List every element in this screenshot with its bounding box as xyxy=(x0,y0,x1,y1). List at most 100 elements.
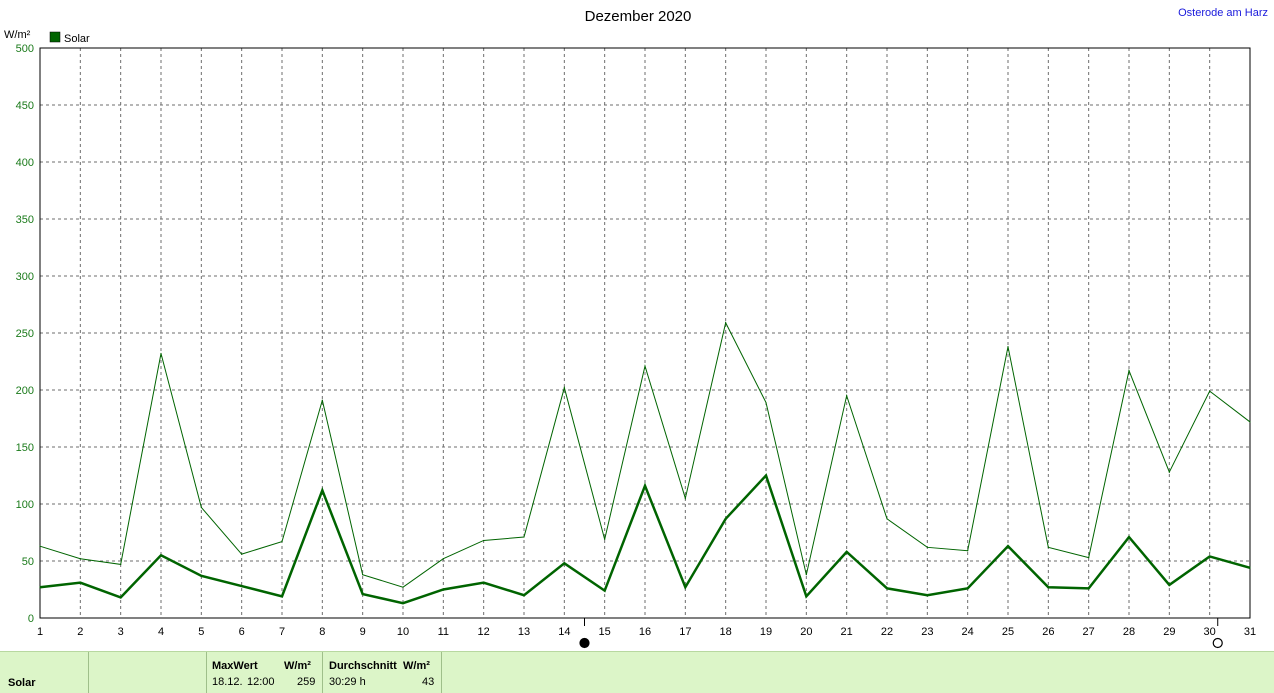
y-tick-label: 500 xyxy=(16,43,34,55)
data-point xyxy=(362,574,364,576)
data-point xyxy=(1047,586,1049,588)
x-tick-label: 18 xyxy=(720,626,732,638)
location-label: Osterode am Harz xyxy=(1178,7,1268,19)
data-point xyxy=(160,352,162,355)
x-tick-label: 31 xyxy=(1244,626,1256,638)
data-point xyxy=(79,558,81,560)
x-tick-label: 25 xyxy=(1002,626,1014,638)
x-tick-label: 22 xyxy=(881,626,893,638)
data-point xyxy=(604,538,606,540)
legend-swatch xyxy=(49,31,61,43)
data-point xyxy=(1209,555,1211,558)
x-tick-label: 8 xyxy=(319,626,325,638)
data-point xyxy=(725,518,727,520)
x-tick-label: 29 xyxy=(1163,626,1175,638)
y-tick-label: 250 xyxy=(16,328,34,340)
x-tick-label: 3 xyxy=(118,626,124,638)
data-point xyxy=(1047,546,1049,548)
y-tick-label: 300 xyxy=(16,271,34,283)
footer-label-cell: Solar xyxy=(0,652,89,693)
data-point xyxy=(1007,545,1009,547)
avg-header: Durchschnitt xyxy=(329,660,397,672)
data-point xyxy=(846,395,848,397)
y-tick-label: 150 xyxy=(16,442,34,454)
data-point xyxy=(765,401,767,404)
y-axis-unit: W/m² xyxy=(4,29,31,41)
plot-frame xyxy=(39,47,1251,619)
data-point xyxy=(241,553,243,555)
summary-footer: Solar MaxWert W/m² 18.12. 12:00 259 Durc… xyxy=(0,651,1274,693)
x-tick-label: 19 xyxy=(760,626,772,638)
data-point xyxy=(1209,390,1211,392)
data-point xyxy=(1249,421,1251,423)
data-point xyxy=(805,595,807,597)
data-point xyxy=(563,387,565,389)
data-point xyxy=(926,594,928,596)
chart-area: Dezember 2020 Osterode am Harz W/m² Sola… xyxy=(4,7,1268,649)
data-point xyxy=(483,582,485,584)
data-point xyxy=(644,485,646,487)
footer-max-cell: MaxWert W/m² 18.12. 12:00 259 xyxy=(207,652,323,693)
data-point xyxy=(200,575,202,577)
data-point xyxy=(1168,471,1170,473)
data-point xyxy=(402,586,404,588)
data-point xyxy=(1128,536,1130,538)
x-tick-label: 10 xyxy=(397,626,409,638)
data-point xyxy=(281,595,283,597)
data-point xyxy=(200,506,202,509)
x-tick-label: 30 xyxy=(1204,626,1216,638)
data-point xyxy=(725,322,727,324)
x-tick-label: 6 xyxy=(239,626,245,638)
data-point xyxy=(39,545,41,547)
data-point xyxy=(523,536,525,538)
y-tick-label: 0 xyxy=(28,613,34,625)
y-tick-label: 450 xyxy=(16,100,34,112)
avg-duration: 30:29 h xyxy=(329,676,366,688)
data-point xyxy=(483,539,485,542)
data-point xyxy=(442,558,444,560)
max-header: MaxWert xyxy=(212,660,258,672)
x-tick-label: 4 xyxy=(158,626,164,638)
max-unit: W/m² xyxy=(284,660,311,672)
data-point xyxy=(926,546,928,548)
data-point xyxy=(1088,587,1090,589)
series-group xyxy=(39,321,1251,605)
axes xyxy=(39,47,1251,619)
x-tick-label: 1 xyxy=(37,626,43,638)
legend-label-solar: Solar xyxy=(64,33,90,45)
new-moon-icon xyxy=(579,637,590,649)
data-point xyxy=(442,588,444,591)
x-tick-label: 24 xyxy=(962,626,974,638)
x-tick-label: 15 xyxy=(599,626,611,638)
x-tick-label: 14 xyxy=(558,626,570,638)
footer-empty-cell xyxy=(89,652,207,693)
data-point xyxy=(1007,346,1009,348)
x-tick-label: 9 xyxy=(360,626,366,638)
data-point xyxy=(39,586,41,588)
data-point xyxy=(321,399,323,401)
data-point xyxy=(967,550,969,552)
max-time: 12:00 xyxy=(247,676,275,688)
data-point xyxy=(644,365,646,367)
moon-markers xyxy=(579,618,1223,649)
x-tick-label: 12 xyxy=(478,626,490,638)
x-tick-label: 2 xyxy=(77,626,83,638)
x-tick-label: 21 xyxy=(841,626,853,638)
avg-unit: W/m² xyxy=(403,660,430,672)
max-value: 259 xyxy=(297,676,316,688)
grid xyxy=(40,47,1251,618)
footer-series-label: Solar xyxy=(8,677,36,689)
data-point xyxy=(1249,567,1251,569)
y-tick-label: 400 xyxy=(16,157,34,169)
data-point xyxy=(402,602,404,604)
x-tick-label: 27 xyxy=(1083,626,1095,638)
data-point xyxy=(281,541,283,543)
x-tick-label: 13 xyxy=(518,626,530,638)
y-tick-label: 350 xyxy=(16,214,34,226)
x-tick-label: 20 xyxy=(800,626,812,638)
full-moon-icon xyxy=(1212,637,1223,649)
data-point xyxy=(120,563,122,566)
y-tick-label: 200 xyxy=(16,385,34,397)
x-tick-label: 16 xyxy=(639,626,651,638)
